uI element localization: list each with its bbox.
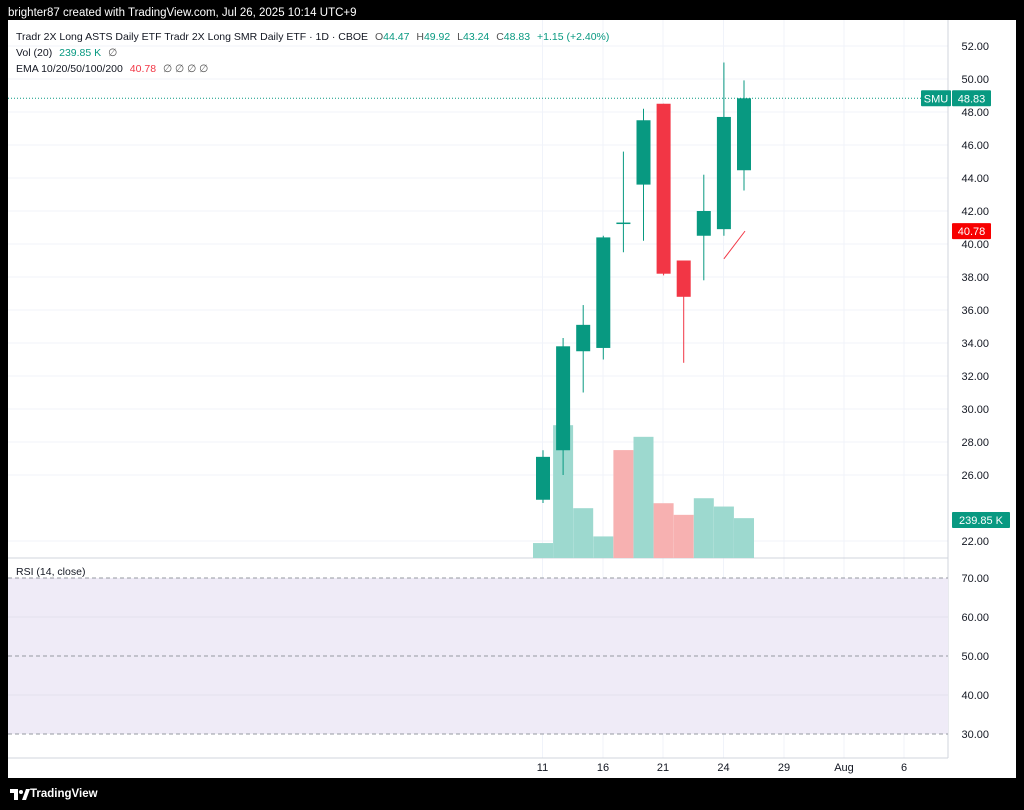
volume-bar (693, 498, 714, 558)
ema-label: EMA 10/20/50/100/200 (16, 63, 123, 75)
volume-label: Vol (20) (16, 47, 53, 59)
open-value: 44.47 (383, 31, 410, 43)
price-tick-label: 28.00 (961, 437, 989, 449)
last-price-badge: 48.83 (958, 93, 986, 105)
time-tick-label: 11 (537, 762, 548, 774)
price-tick-label: 34.00 (961, 338, 989, 350)
time-tick-label: 24 (717, 762, 729, 774)
low-value: 43.24 (463, 31, 490, 43)
candle-body (696, 211, 711, 236)
symbol-title: Tradr 2X Long ASTS Daily ETF Tradr 2X Lo… (16, 31, 369, 43)
volume-bar (734, 518, 754, 558)
chart-frame[interactable]: 54.0052.0050.0048.0046.0044.0042.0040.00… (8, 20, 1016, 778)
legend-row-ema[interactable]: EMA 10/20/50/100/200 40.78 ∅ ∅ ∅ ∅ (16, 63, 212, 75)
volume-bar (593, 536, 614, 558)
price-tick-label: 52.00 (961, 41, 989, 53)
rsi-tick-label: 30.00 (961, 729, 989, 741)
footer: TradingView (0, 780, 1024, 810)
rsi-pane (8, 577, 948, 735)
tradingview-logo-icon (10, 789, 30, 800)
legend-row-symbol: Tradr 2X Long ASTS Daily ETF Tradr 2X Lo… (16, 31, 613, 43)
volume-bar (653, 503, 674, 558)
volume-bar (573, 508, 594, 558)
price-tick-label: 48.00 (961, 107, 989, 119)
chart-canvas[interactable]: 54.0052.0050.0048.0046.0044.0042.0040.00… (8, 20, 1016, 778)
candle-body (636, 120, 651, 185)
candle-body (536, 456, 550, 500)
high-value: 49.92 (423, 31, 451, 43)
last-price-badge-bg (952, 90, 991, 107)
volume-bar (553, 425, 574, 558)
volume-badge: 239.85 K (959, 515, 1004, 527)
volume-extra: ∅ (108, 47, 118, 59)
volume-bar (533, 543, 553, 558)
symbol-badge-bg (921, 90, 951, 107)
candle-body (616, 222, 631, 225)
change-value: +1.15 (+2.40%) (537, 31, 610, 43)
rsi-tick-label: 50.00 (961, 651, 989, 663)
candle-layer (8, 62, 948, 504)
header-text: brighter87 created with TradingView.com,… (8, 7, 357, 19)
volume-bar (713, 506, 734, 558)
time-tick-label: 16 (597, 762, 609, 774)
price-tick-label: 50.00 (961, 74, 989, 86)
price-tick-label: 38.00 (961, 272, 989, 284)
rsi-tick-label: 70.00 (961, 573, 989, 585)
price-tick-label: 26.00 (961, 470, 989, 482)
candle-body (737, 98, 751, 171)
time-tick-label: 6 (901, 762, 907, 774)
price-tick-label: 40.00 (961, 239, 989, 251)
volume-bar (633, 436, 654, 558)
candle-body (596, 237, 611, 348)
volume-badge-bg (952, 512, 1010, 528)
candle-body (656, 103, 671, 274)
ema-extra: ∅ ∅ ∅ ∅ (162, 63, 209, 75)
time-tick-label: 21 (657, 762, 669, 774)
volume-layer (533, 425, 754, 558)
close-value: 48.83 (503, 31, 531, 43)
low-label: L (457, 31, 463, 43)
price-tick-label: 32.00 (961, 371, 989, 383)
rsi-label[interactable]: RSI (14, close) (16, 566, 86, 578)
candle-body (676, 260, 691, 297)
rsi-tick-label: 40.00 (961, 690, 989, 702)
volume-bar (613, 450, 634, 558)
symbol-badge: SMU (924, 93, 949, 105)
ema-badge: 40.78 (958, 226, 986, 238)
badge-layer: SMU 48.83 40.78 239.85 K (921, 90, 1010, 528)
price-tick-label: 36.00 (961, 305, 989, 317)
volume-value: 239.85 K (59, 47, 102, 59)
price-tick-label: 44.00 (961, 173, 989, 185)
candle-body (576, 324, 591, 352)
ema-line (723, 230, 746, 260)
candle-body (556, 346, 571, 451)
ema-value: 40.78 (129, 63, 157, 75)
price-tick-label: 46.00 (961, 140, 989, 152)
time-tick-label: Aug (834, 762, 854, 774)
rsi-tick-label: 60.00 (961, 612, 989, 624)
time-tick-label: 29 (778, 762, 790, 774)
ema-badge-bg (952, 223, 991, 240)
price-tick-label: 30.00 (961, 404, 989, 416)
candle-body (716, 116, 731, 230)
footer-brand: TradingView (30, 788, 98, 800)
legend-row-volume[interactable]: Vol (20) 239.85 K ∅ (16, 47, 121, 59)
high-label: H (416, 31, 424, 43)
price-tick-label: 22.00 (961, 536, 989, 548)
close-label: C (496, 31, 504, 43)
volume-bar (673, 514, 694, 558)
axis-layer: 54.0052.0050.0048.0046.0044.0042.0040.00… (537, 41, 989, 774)
price-tick-label: 42.00 (961, 206, 989, 218)
open-label: O (374, 31, 384, 43)
